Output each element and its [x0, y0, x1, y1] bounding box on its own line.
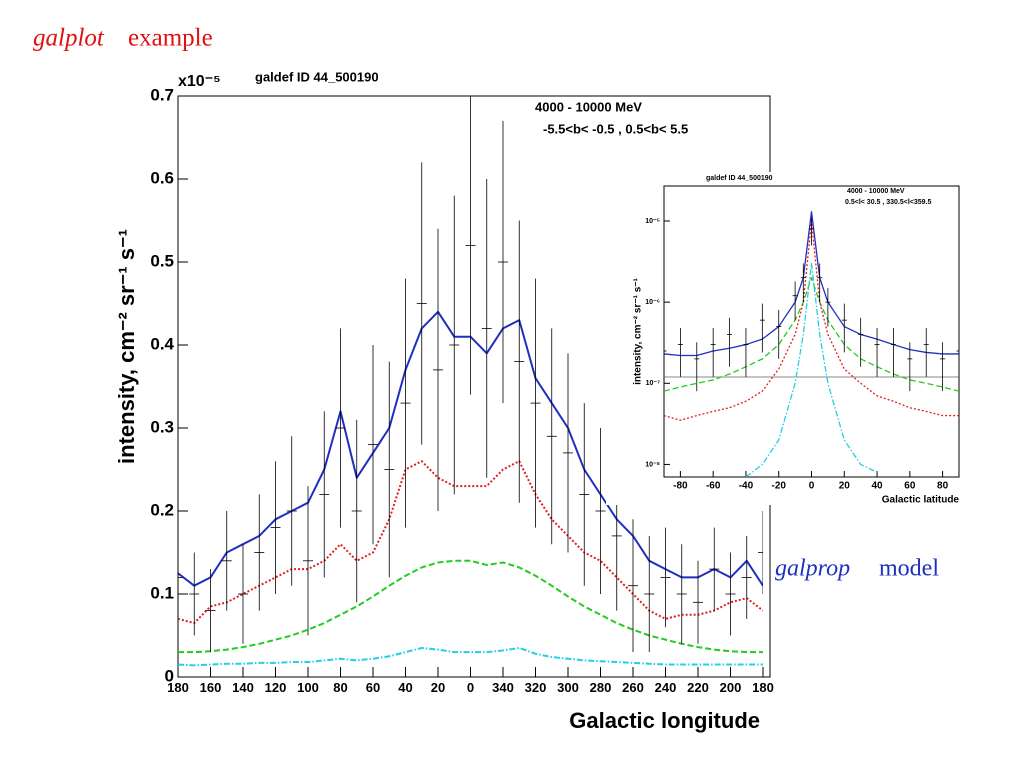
x-tick-label: 40	[398, 680, 412, 695]
y-tick-label: 0.5	[150, 251, 174, 270]
series-line	[178, 559, 763, 654]
note-italic: galprop	[775, 556, 850, 582]
annotation: 4000 - 10000 MeV	[535, 99, 642, 114]
y-tick-label: 10⁻⁵	[645, 218, 660, 225]
x-tick-label: 160	[200, 680, 222, 695]
series-line	[178, 646, 763, 667]
x-tick-label: -40	[739, 481, 754, 492]
x-tick-label: 240	[655, 680, 677, 695]
x-tick-label: 200	[720, 680, 742, 695]
x-tick-label: 180	[167, 680, 189, 695]
y-tick-label: 0	[165, 666, 174, 685]
x-tick-label: 180	[752, 680, 774, 695]
inset-background	[606, 172, 964, 505]
x-tick-label: 140	[232, 680, 254, 695]
chart-title: galdef ID 44_500190	[706, 175, 773, 182]
y-tick-label: 0.6	[150, 168, 174, 187]
x-tick-label: 40	[871, 481, 883, 492]
x-tick-label: 80	[937, 481, 949, 492]
slide-title-italic: galplot	[33, 25, 105, 52]
slide-title-rest: example	[128, 25, 213, 52]
x-axis-label: Galactic latitude	[882, 495, 960, 506]
series-line	[664, 277, 959, 392]
x-tick-label: -80	[673, 481, 688, 492]
plot-area	[664, 211, 959, 477]
series-line	[745, 262, 878, 477]
x-tick-label: 120	[265, 680, 287, 695]
x-tick-label: 300	[557, 680, 579, 695]
x-tick-label: 80	[333, 680, 347, 695]
x-tick-label: 320	[525, 680, 547, 695]
x-tick-label: 0	[809, 481, 815, 492]
y-tick-label: 0.7	[150, 85, 174, 104]
y-axis-label: intensity, cm⁻² sr⁻¹ s⁻¹	[114, 229, 139, 464]
x-tick-label: 220	[687, 680, 709, 695]
x-tick-label: 260	[622, 680, 644, 695]
y-tick-label: 10⁻⁸	[645, 461, 660, 468]
x-axis-label: Galactic longitude	[569, 708, 760, 733]
annotation: 0.5<l< 30.5 , 330.5<l<359.5	[845, 199, 932, 206]
x-tick-label: 340	[492, 680, 514, 695]
x-tick-label: 100	[297, 680, 319, 695]
y-axis-label: intensity, cm⁻² sr⁻¹ s⁻¹	[633, 277, 644, 384]
y-tick-label: 10⁻⁶	[645, 299, 660, 306]
chart: 10⁻⁸ 10⁻⁷ 10⁻⁶ 10⁻⁵ -80 -60 -40 -20 0 20 40 60 80 gal…	[606, 172, 964, 506]
y-tick-label: 0.1	[150, 583, 174, 602]
note-rest: model	[879, 556, 939, 582]
axis-multiplier: x10⁻⁵	[178, 73, 221, 90]
annotation: -5.5<b< -0.5 , 0.5<b< 5.5	[543, 121, 688, 136]
x-tick-label: 20	[839, 481, 851, 492]
x-tick-label: 20	[431, 680, 445, 695]
y-tick-label: 10⁻⁷	[646, 380, 660, 387]
y-tick-label: 0.3	[150, 417, 174, 436]
x-tick-label: 280	[590, 680, 612, 695]
y-tick-label: 0.2	[150, 500, 174, 519]
chart-title: galdef ID 44_500190	[255, 69, 379, 84]
x-tick-label: -20	[771, 481, 786, 492]
x-tick-label: 0	[467, 680, 474, 695]
x-tick-label: -60	[706, 481, 721, 492]
series-line	[664, 211, 959, 357]
annotation: 4000 - 10000 MeV	[847, 188, 905, 195]
x-tick-label: 60	[366, 680, 380, 695]
y-tick-label: 0.4	[150, 334, 174, 353]
x-tick-label: 60	[904, 481, 916, 492]
